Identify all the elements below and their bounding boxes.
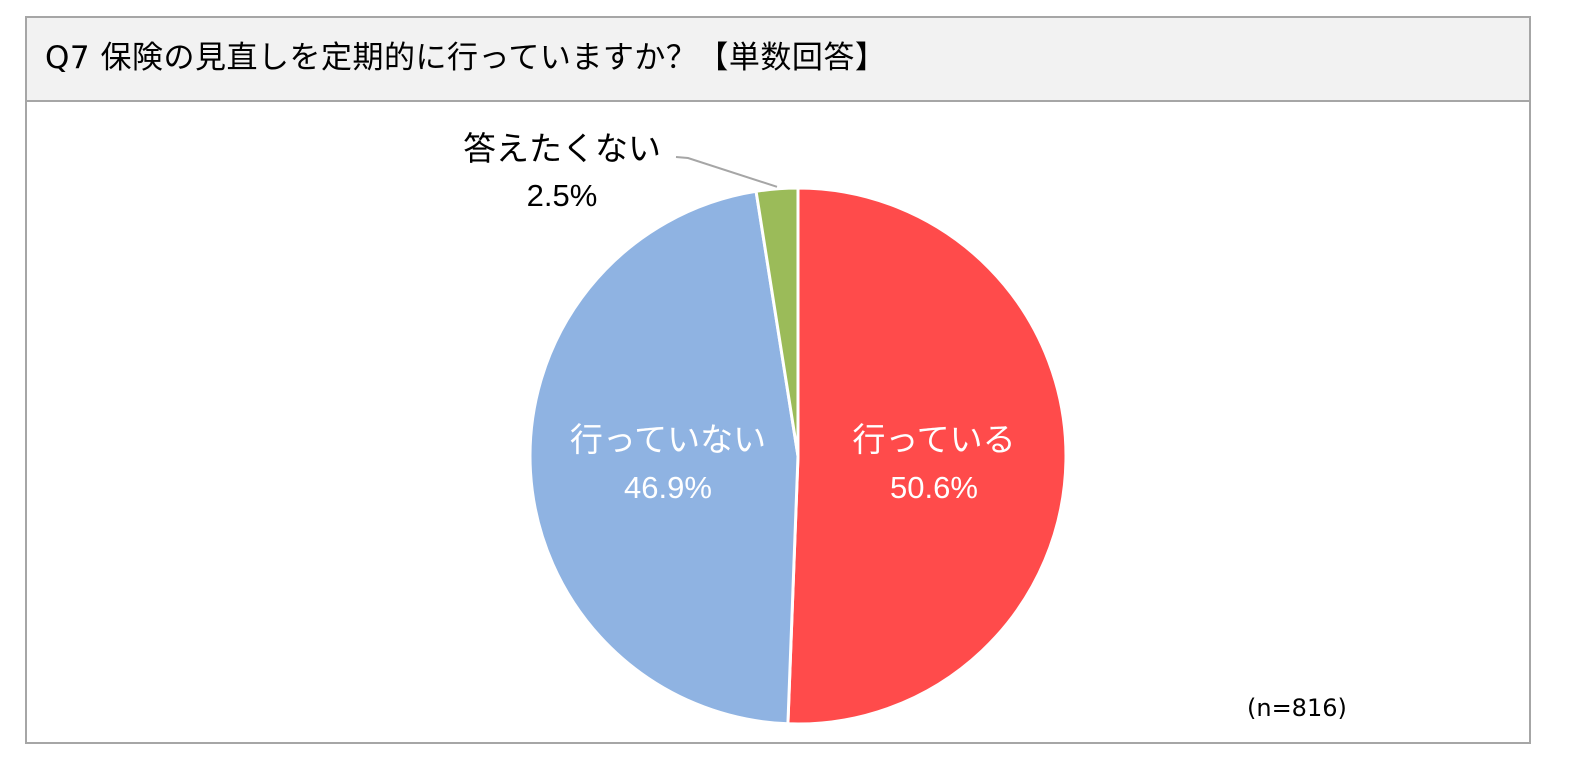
slice-2-leader-line	[675, 156, 778, 188]
pie-slice-0	[786, 186, 1068, 726]
pie-slice-2	[754, 186, 800, 458]
slice-0-value-label: 50.6%	[890, 470, 978, 505]
slice-2-label: 答えたくない	[463, 129, 661, 168]
pie-slices	[528, 186, 1068, 726]
title-bar: Q7 保険の見直しを定期的に行っていますか？【単数回答】	[27, 18, 1529, 102]
slice-1-value-label: 46.9%	[624, 470, 712, 505]
pie-labels: 行っている 50.6% 行っていない 46.9% 答えたくない 2.5%	[463, 129, 1016, 505]
slice-0-label: 行っている	[852, 420, 1015, 459]
chart-title: Q7 保険の見直しを定期的に行っていますか？【単数回答】	[45, 40, 887, 76]
sample-size-note: (n=816)	[1247, 694, 1347, 722]
slice-1-label: 行っていない	[570, 420, 766, 459]
slice-2-value-label: 2.5%	[527, 178, 598, 213]
pie-slice-1	[528, 189, 800, 726]
